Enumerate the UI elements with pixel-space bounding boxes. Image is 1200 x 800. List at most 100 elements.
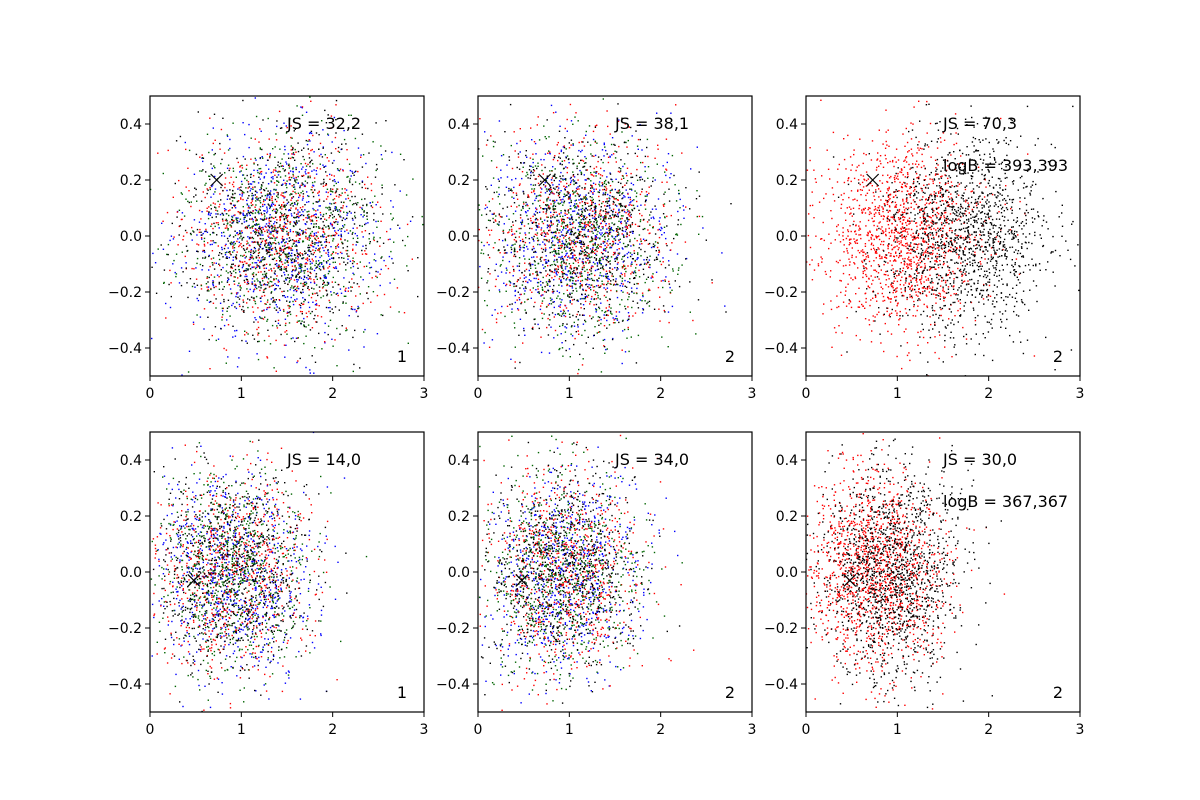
data-point bbox=[559, 199, 562, 201]
data-point bbox=[279, 250, 281, 252]
data-point bbox=[215, 216, 217, 218]
data-point bbox=[222, 117, 224, 119]
data-point bbox=[194, 187, 196, 189]
data-point bbox=[242, 305, 244, 308]
data-point bbox=[345, 329, 347, 332]
data-point bbox=[550, 211, 552, 214]
data-point bbox=[353, 261, 355, 263]
data-point bbox=[229, 252, 231, 255]
data-point bbox=[322, 146, 324, 148]
data-point bbox=[565, 327, 568, 329]
data-point bbox=[268, 306, 270, 309]
data-point bbox=[250, 204, 253, 207]
data-point bbox=[315, 232, 317, 234]
data-point bbox=[234, 276, 236, 278]
data-point bbox=[377, 201, 379, 203]
data-point bbox=[239, 284, 241, 287]
data-point bbox=[505, 283, 508, 286]
data-point bbox=[308, 258, 311, 261]
data-point bbox=[283, 280, 285, 282]
data-point bbox=[266, 249, 269, 252]
data-point bbox=[296, 289, 298, 292]
data-point bbox=[528, 196, 530, 198]
data-point bbox=[566, 186, 568, 188]
data-point bbox=[296, 249, 298, 251]
data-point bbox=[290, 136, 292, 139]
data-point bbox=[304, 204, 306, 206]
data-point bbox=[352, 265, 355, 268]
data-point bbox=[301, 199, 304, 201]
data-point bbox=[594, 263, 596, 265]
data-point bbox=[549, 229, 551, 231]
data-point bbox=[232, 259, 234, 261]
data-point bbox=[247, 242, 249, 244]
data-point bbox=[324, 109, 326, 112]
data-point bbox=[270, 231, 272, 233]
data-point bbox=[253, 289, 255, 291]
data-point bbox=[600, 251, 603, 254]
data-point bbox=[578, 368, 580, 371]
data-point bbox=[554, 252, 557, 254]
data-point bbox=[517, 308, 519, 310]
data-point bbox=[577, 319, 579, 321]
data-point bbox=[269, 247, 271, 249]
data-point bbox=[506, 305, 509, 307]
data-point bbox=[637, 138, 640, 141]
data-point bbox=[361, 166, 364, 168]
data-point bbox=[595, 205, 597, 208]
data-point bbox=[197, 250, 199, 253]
data-point bbox=[284, 206, 286, 208]
data-point bbox=[494, 219, 496, 221]
data-point bbox=[366, 218, 368, 220]
data-point bbox=[268, 217, 271, 219]
data-point bbox=[213, 222, 215, 225]
data-point bbox=[322, 279, 324, 282]
data-point bbox=[537, 281, 540, 284]
data-point bbox=[304, 209, 306, 211]
data-point bbox=[310, 130, 313, 133]
data-point bbox=[559, 235, 561, 238]
data-point bbox=[274, 288, 276, 290]
data-point bbox=[596, 268, 599, 271]
data-point bbox=[345, 302, 347, 304]
data-point bbox=[251, 198, 253, 200]
data-point bbox=[552, 214, 555, 216]
data-point bbox=[245, 262, 247, 265]
data-point bbox=[295, 290, 298, 293]
data-point bbox=[312, 249, 314, 251]
data-point bbox=[165, 317, 167, 319]
data-point bbox=[329, 202, 331, 205]
data-point bbox=[282, 215, 285, 218]
data-point bbox=[298, 216, 300, 219]
data-point bbox=[580, 271, 582, 273]
data-point bbox=[519, 293, 521, 296]
data-point bbox=[247, 298, 249, 300]
data-point bbox=[696, 146, 698, 148]
data-point bbox=[309, 329, 312, 331]
data-point bbox=[285, 268, 287, 270]
data-point bbox=[299, 255, 301, 257]
data-point bbox=[313, 252, 315, 254]
data-point bbox=[304, 180, 307, 182]
data-point bbox=[393, 241, 395, 243]
data-point bbox=[573, 241, 576, 244]
data-point bbox=[258, 340, 260, 343]
data-point bbox=[624, 265, 626, 267]
data-point bbox=[587, 222, 589, 224]
data-point bbox=[246, 203, 248, 205]
data-point bbox=[238, 357, 240, 359]
data-point bbox=[284, 296, 287, 298]
data-point bbox=[603, 143, 605, 146]
data-point bbox=[279, 260, 281, 262]
data-point bbox=[310, 100, 312, 102]
data-point bbox=[330, 203, 333, 205]
data-point bbox=[404, 244, 406, 247]
data-point bbox=[618, 248, 620, 250]
data-point bbox=[520, 293, 522, 296]
data-point bbox=[161, 222, 163, 224]
data-point bbox=[350, 175, 352, 177]
data-point bbox=[239, 193, 241, 196]
data-point bbox=[325, 206, 327, 209]
data-point bbox=[595, 235, 597, 238]
data-point bbox=[557, 159, 559, 162]
